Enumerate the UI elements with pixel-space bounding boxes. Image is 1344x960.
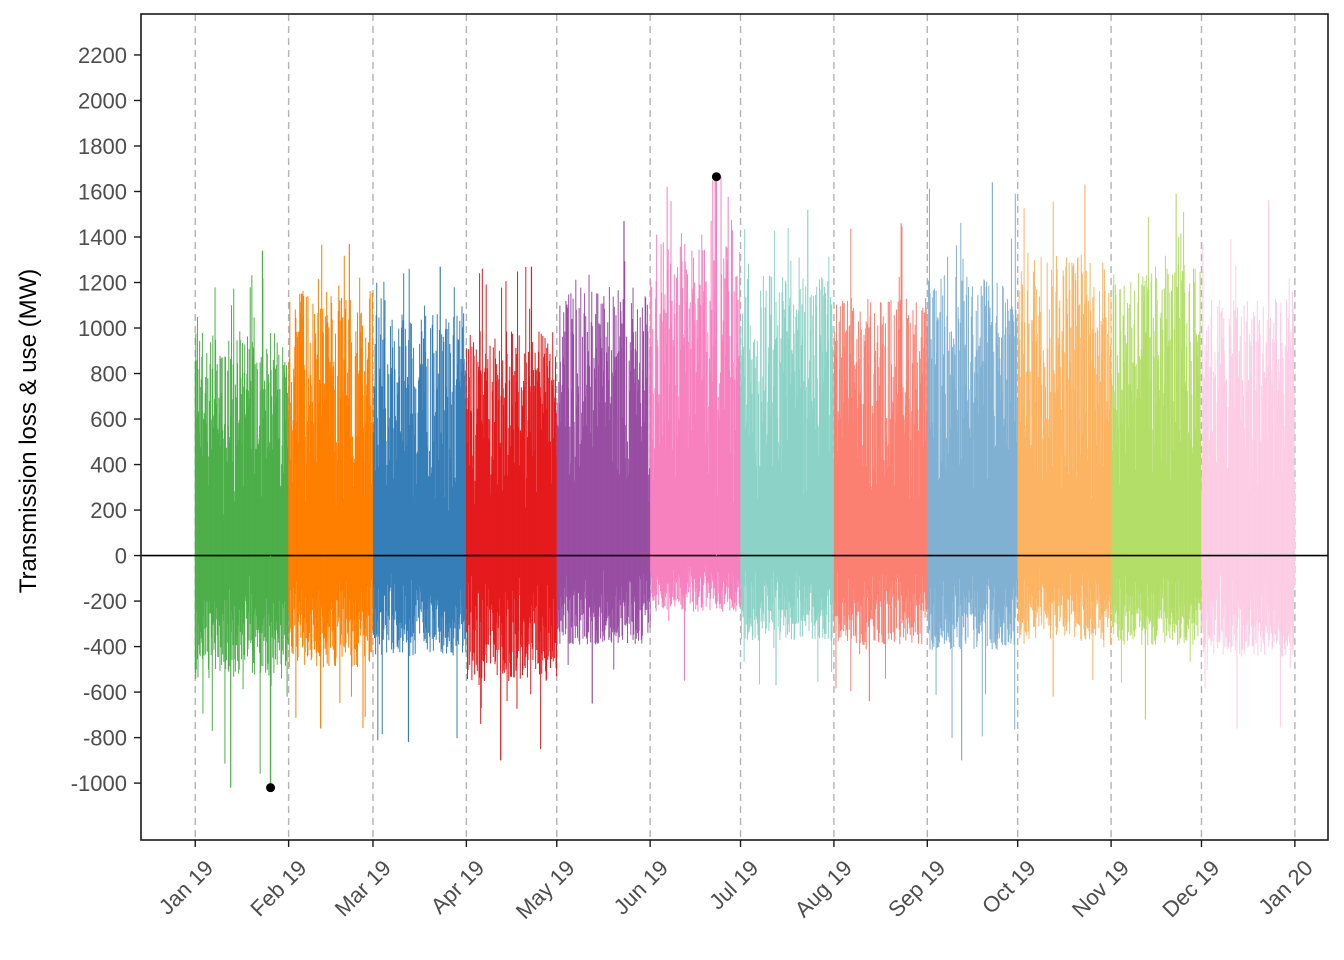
x-tick-label: Feb 19 [245, 855, 311, 921]
plot-frame [140, 13, 1329, 841]
x-tick-label: Jan 20 [1253, 855, 1317, 919]
y-tick-label: 600 [90, 407, 127, 432]
x-tick-label: Dec 19 [1157, 855, 1224, 922]
x-tick-label: Sep 19 [883, 855, 950, 922]
y-tick-label: -200 [83, 589, 127, 614]
x-tick-label: Nov 19 [1067, 855, 1134, 922]
min-point [266, 783, 276, 793]
y-tick-label: 800 [90, 362, 127, 387]
extreme-points [266, 172, 721, 793]
x-tick-label: Oct 19 [977, 855, 1041, 919]
y-tick-label: 2200 [78, 43, 127, 68]
y-axis: -1000 -800 -600 -400 -200 0 200 400 600 800 1000 12… [71, 43, 141, 796]
y-axis-title: Transmission loss & use (MW) [15, 269, 42, 594]
x-tick-label: Jan 19 [154, 855, 218, 919]
y-tick-label: -800 [83, 726, 127, 751]
y-tick-label: 1200 [78, 271, 127, 296]
x-tick-label: Mar 19 [330, 855, 396, 921]
y-tick-label: 400 [90, 453, 127, 478]
x-axis: Jan 19 Feb 19 Mar 19 Apr 19 May 19 Jun 19 Jul … [154, 840, 1318, 924]
y-tick-label: 1000 [78, 316, 127, 341]
hourly-bars [194, 176, 1296, 788]
x-tick-label: May 19 [511, 855, 580, 924]
x-tick-label: Jul 19 [704, 855, 763, 914]
y-tick-label: 2000 [78, 88, 127, 113]
y-tick-label: -1000 [71, 771, 127, 796]
x-tick-label: Aug 19 [790, 855, 857, 922]
x-tick-label: Apr 19 [426, 855, 490, 919]
y-tick-label: 1800 [78, 134, 127, 159]
x-tick-label: Jun 19 [609, 855, 673, 919]
y-tick-label: 1400 [78, 225, 127, 250]
y-tick-label: -600 [83, 680, 127, 705]
y-tick-label: 1600 [78, 179, 127, 204]
max-point [711, 172, 721, 182]
y-tick-label: -400 [83, 635, 127, 660]
y-tick-label: 0 [115, 544, 127, 569]
y-tick-label: 200 [90, 498, 127, 523]
